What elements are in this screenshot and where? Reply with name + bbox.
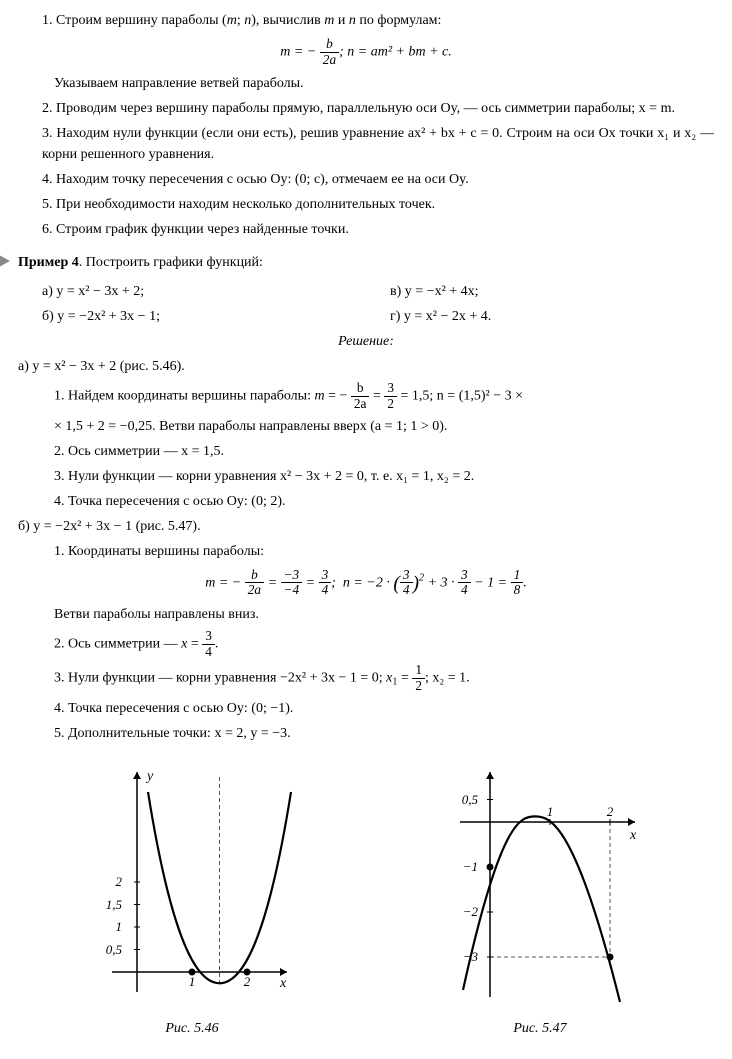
step-1-tail: Указываем направление ветвей параболы.: [18, 73, 714, 94]
frac-num: 3: [319, 568, 332, 584]
step-1: 1. Строим вершину параболы (m; n), вычис…: [18, 10, 714, 31]
var-m: m: [324, 13, 334, 28]
example-title: Пример 4: [18, 255, 79, 270]
var-n: n: [349, 13, 356, 28]
sol-b-branches: Ветви параболы направлены вниз.: [18, 604, 714, 625]
frac-den: −4: [281, 583, 303, 598]
frac-den: 2a: [245, 583, 264, 598]
frac-den: 4: [319, 583, 332, 598]
example-4-heading: Пример 4. Построить графики функций:: [18, 252, 714, 273]
frac-num: b: [245, 568, 264, 584]
figure-caption: Рис. 5.46: [82, 1018, 302, 1039]
x-tick: 1: [547, 804, 554, 819]
chart-parabola-up: 2 1,5 1 0,5 1 2 x y: [82, 762, 302, 1012]
step-1-formula: m = − b2a; n = am² + bm + c.: [18, 37, 714, 67]
step-5: 5. При необходимости находим несколько д…: [18, 194, 714, 215]
example-items-row2: б) y = −2x² + 3x − 1; г) y = x² − 2x + 4…: [18, 306, 714, 327]
frac-den: 2: [384, 397, 397, 412]
sol-a-3: 3. Нули функции — корни уравнения x² − 3…: [18, 466, 714, 487]
frac-den: 2a: [320, 53, 339, 68]
sol-b-formula: m = − b2a = −3−4 = 34; n = −2 · (34)2 + …: [18, 568, 714, 599]
text: ; x₂ = 1.: [425, 671, 470, 686]
chart-parabola-down: 0,5 −1 −2 −3 1 2 x: [430, 762, 650, 1012]
item-g: г) y = x² − 2x + 4.: [366, 306, 714, 327]
frac-den: 8: [511, 583, 524, 598]
frac-den: 2: [412, 679, 425, 694]
frac-den: 4: [458, 583, 471, 598]
frac-num: 3: [384, 381, 397, 397]
y-tick: 0,5: [106, 942, 123, 957]
sol-a-2: 2. Ось симметрии — x = 1,5.: [18, 441, 714, 462]
y-tick: 1,5: [106, 897, 123, 912]
frac-num: 3: [458, 568, 471, 584]
x-tick: 2: [244, 974, 251, 989]
frac-num: 1: [412, 663, 425, 679]
text: по формулам:: [356, 13, 442, 28]
step-4: 4. Находим точку пересечения с осью Oy: …: [18, 169, 714, 190]
figure-5-47: 0,5 −1 −2 −3 1 2 x Рис. 5.47: [430, 762, 650, 1039]
text: 1. Строим вершину параболы (: [42, 13, 227, 28]
item-v: в) y = −x² + 4x;: [366, 281, 714, 302]
sol-a-1: 1. Найдем координаты вершины параболы: m…: [18, 381, 714, 411]
y-tick: −1: [463, 859, 478, 874]
x-axis-label: x: [629, 828, 637, 843]
text: ), вычислив: [251, 13, 324, 28]
frac-num: 3: [202, 629, 215, 645]
y-tick: 1: [116, 919, 123, 934]
frac-den: 4: [202, 645, 215, 660]
sol-b-4: 4. Точка пересечения с осью Oy: (0; −1).: [18, 698, 714, 719]
figures-row: 2 1,5 1 0,5 1 2 x y Рис. 5.46: [18, 762, 714, 1039]
frac-num: 3: [400, 568, 413, 584]
text: и: [334, 13, 349, 28]
sol-b-3: 3. Нули функции — корни уравнения −2x² +…: [18, 663, 714, 693]
var-m: m: [227, 13, 237, 28]
sol-b-2: 2. Ось симметрии — x = 34.: [18, 629, 714, 659]
figure-5-46: 2 1,5 1 0,5 1 2 x y Рис. 5.46: [82, 762, 302, 1039]
x-axis-label: x: [279, 976, 287, 991]
x-tick: 2: [607, 804, 614, 819]
sol-b-5: 5. Дополнительные точки: x = 2, y = −3.: [18, 723, 714, 744]
text: ; n = am² + bm + c.: [339, 44, 452, 59]
item-b: б) y = −2x² + 3x − 1;: [18, 306, 366, 327]
bullet-icon: [0, 254, 12, 268]
frac-num: b: [320, 37, 339, 53]
step-2: 2. Проводим через вершину параболы пряму…: [18, 98, 714, 119]
example-items-row1: а) y = x² − 3x + 2; в) y = −x² + 4x;: [18, 281, 714, 302]
example-title-rest: . Построить графики функций:: [79, 255, 263, 270]
text: = 1,5; n = (1,5)² − 3 ×: [401, 389, 524, 404]
frac-num: 1: [511, 568, 524, 584]
sol-a-1b: × 1,5 + 2 = −0,25. Ветви параболы направ…: [18, 416, 714, 437]
y-tick: 0,5: [462, 792, 479, 807]
y-tick: −2: [463, 904, 479, 919]
frac-den: 4: [400, 583, 413, 598]
step-6: 6. Строим график функции через найденные…: [18, 219, 714, 240]
sol-b-head: б) y = −2x² + 3x − 1 (рис. 5.47).: [18, 516, 714, 537]
step-3: 3. Находим нули функции (если они есть),…: [18, 123, 714, 165]
frac-num: b: [351, 381, 370, 397]
sol-a-head: а) y = x² − 3x + 2 (рис. 5.46).: [18, 356, 714, 377]
figure-caption: Рис. 5.47: [430, 1018, 650, 1039]
text: 3. Нули функции — корни уравнения −2x² +…: [54, 671, 386, 686]
sol-a-4: 4. Точка пересечения с осью Oy: (0; 2).: [18, 491, 714, 512]
text: 1. Найдем координаты вершины параболы:: [54, 389, 314, 404]
y-tick: 2: [116, 874, 123, 889]
y-axis-label: y: [145, 769, 154, 784]
item-a: а) y = x² − 3x + 2;: [18, 281, 366, 302]
sol-b-1: 1. Координаты вершины параболы:: [18, 541, 714, 562]
frac-den: 2a: [351, 397, 370, 412]
frac-num: −3: [281, 568, 303, 584]
text: 2. Ось симметрии —: [54, 637, 181, 652]
solution-label: Решение:: [18, 331, 714, 352]
x-tick: 1: [189, 974, 196, 989]
